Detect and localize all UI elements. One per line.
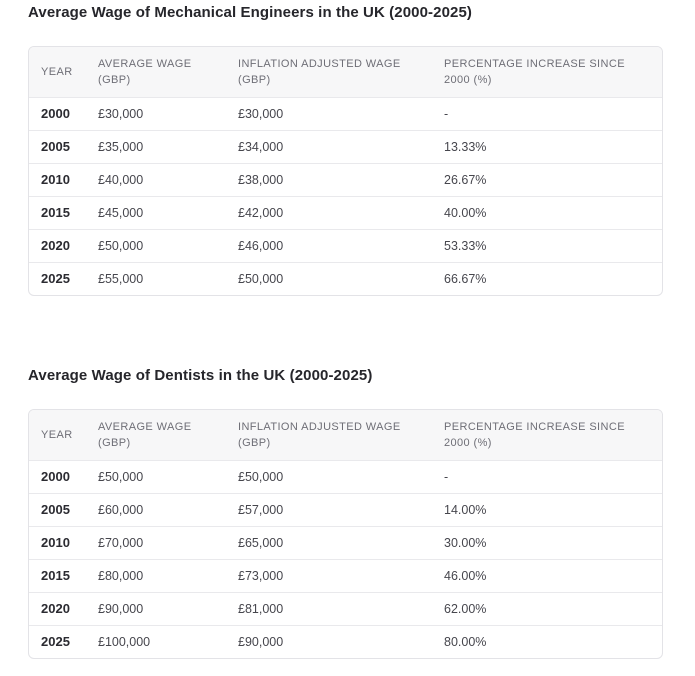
table-row: 2010 £70,000 £65,000 30.00% — [29, 526, 662, 559]
year-cell: 2015 — [41, 568, 70, 583]
value-cell: £30,000 — [98, 106, 144, 121]
value-cell: £35,000 — [98, 139, 144, 154]
column-header: INFLATION ADJUSTED WAGE (GBP) — [226, 47, 432, 97]
value-cell: £42,000 — [238, 205, 284, 220]
wage-table-card-mechanical-engineers: YEAR AVERAGE WAGE (GBP) INFLATION ADJUSTED… — [28, 46, 663, 296]
table-row: 2005 £35,000 £34,000 13.33% — [29, 130, 662, 163]
column-header: AVERAGE WAGE (GBP) — [86, 47, 226, 97]
value-cell: 66.67% — [444, 271, 487, 286]
table-title-dentists: Average Wage of Dentists in the UK (2000… — [28, 367, 373, 384]
table-row: 2000 £30,000 £30,000 - — [29, 97, 662, 130]
table-row: 2015 £80,000 £73,000 46.00% — [29, 559, 662, 592]
value-cell: £50,000 — [238, 271, 284, 286]
wage-table-card-dentists: YEAR AVERAGE WAGE (GBP) INFLATION ADJUSTED… — [28, 409, 663, 659]
value-cell: £60,000 — [98, 502, 144, 517]
value-cell: £81,000 — [238, 601, 284, 616]
year-cell: 2020 — [41, 601, 70, 616]
value-cell: - — [444, 469, 449, 484]
table-row: 2020 £90,000 £81,000 62.00% — [29, 592, 662, 625]
value-cell: £100,000 — [98, 634, 151, 649]
value-cell: £70,000 — [98, 535, 144, 550]
value-cell: 53.33% — [444, 238, 487, 253]
year-cell: 2010 — [41, 172, 70, 187]
value-cell: £46,000 — [238, 238, 284, 253]
value-cell: 62.00% — [444, 601, 487, 616]
year-cell: 2025 — [41, 271, 70, 287]
value-cell: £65,000 — [238, 535, 284, 550]
value-cell: 26.67% — [444, 172, 487, 187]
table-header-row: YEAR AVERAGE WAGE (GBP) INFLATION ADJUSTED… — [29, 47, 662, 97]
table-header-row: YEAR AVERAGE WAGE (GBP) INFLATION ADJUSTED… — [29, 410, 662, 460]
value-cell: 14.00% — [444, 502, 487, 517]
table-row: 2015 £45,000 £42,000 40.00% — [29, 196, 662, 229]
year-cell: 2010 — [41, 535, 70, 550]
value-cell: £45,000 — [98, 205, 144, 220]
column-header: INFLATION ADJUSTED WAGE (GBP) — [226, 410, 432, 460]
table-row: 2025 £100,000 £90,000 80.00% — [29, 625, 662, 658]
table-row: 2025 £55,000 £50,000 66.67% — [29, 262, 662, 295]
wage-table-mechanical-engineers: YEAR AVERAGE WAGE (GBP) INFLATION ADJUSTED… — [29, 47, 662, 295]
value-cell: £50,000 — [238, 469, 284, 484]
table-row: 2010 £40,000 £38,000 26.67% — [29, 163, 662, 196]
value-cell: 13.33% — [444, 139, 487, 154]
year-cell: 2005 — [41, 139, 70, 154]
value-cell: £50,000 — [98, 238, 144, 253]
value-cell: £30,000 — [238, 106, 284, 121]
wage-table-section-dentists: Average Wage of Dentists in the UK (2000… — [28, 367, 663, 659]
table-row: 2005 £60,000 £57,000 14.00% — [29, 493, 662, 526]
wage-table-section-mechanical-engineers: Average Wage of Mechanical Engineers in … — [28, 4, 663, 296]
table-row: 2020 £50,000 £46,000 53.33% — [29, 229, 662, 262]
column-header: AVERAGE WAGE (GBP) — [86, 410, 226, 460]
year-cell: 2005 — [41, 502, 70, 517]
value-cell: 40.00% — [444, 205, 487, 220]
value-cell: £80,000 — [98, 568, 144, 583]
wage-table-dentists: YEAR AVERAGE WAGE (GBP) INFLATION ADJUSTED… — [29, 410, 662, 658]
column-header: PERCENTAGE INCREASE SINCE 2000 (%) — [432, 47, 662, 97]
value-cell: £34,000 — [238, 139, 284, 154]
value-cell: £90,000 — [238, 634, 284, 649]
table-row: 2000 £50,000 £50,000 - — [29, 460, 662, 493]
value-cell: 46.00% — [444, 568, 487, 583]
year-cell: 2015 — [41, 205, 70, 220]
value-cell: - — [444, 106, 449, 121]
value-cell: 30.00% — [444, 535, 487, 550]
value-cell: £38,000 — [238, 172, 284, 187]
year-cell: 2025 — [41, 634, 70, 650]
column-header: YEAR — [29, 410, 86, 460]
year-cell: 2020 — [41, 238, 70, 253]
value-cell: £55,000 — [98, 271, 144, 286]
table-title-mechanical-engineers: Average Wage of Mechanical Engineers in … — [28, 4, 473, 21]
value-cell: 80.00% — [444, 634, 487, 649]
column-header: YEAR — [29, 47, 86, 97]
value-cell: £50,000 — [98, 469, 144, 484]
year-cell: 2000 — [41, 106, 70, 121]
value-cell: £57,000 — [238, 502, 284, 517]
value-cell: £73,000 — [238, 568, 284, 583]
value-cell: £40,000 — [98, 172, 144, 187]
value-cell: £90,000 — [98, 601, 144, 616]
year-cell: 2000 — [41, 469, 70, 484]
column-header: PERCENTAGE INCREASE SINCE 2000 (%) — [432, 410, 662, 460]
page: Average Wage of Mechanical Engineers in … — [28, 4, 663, 659]
